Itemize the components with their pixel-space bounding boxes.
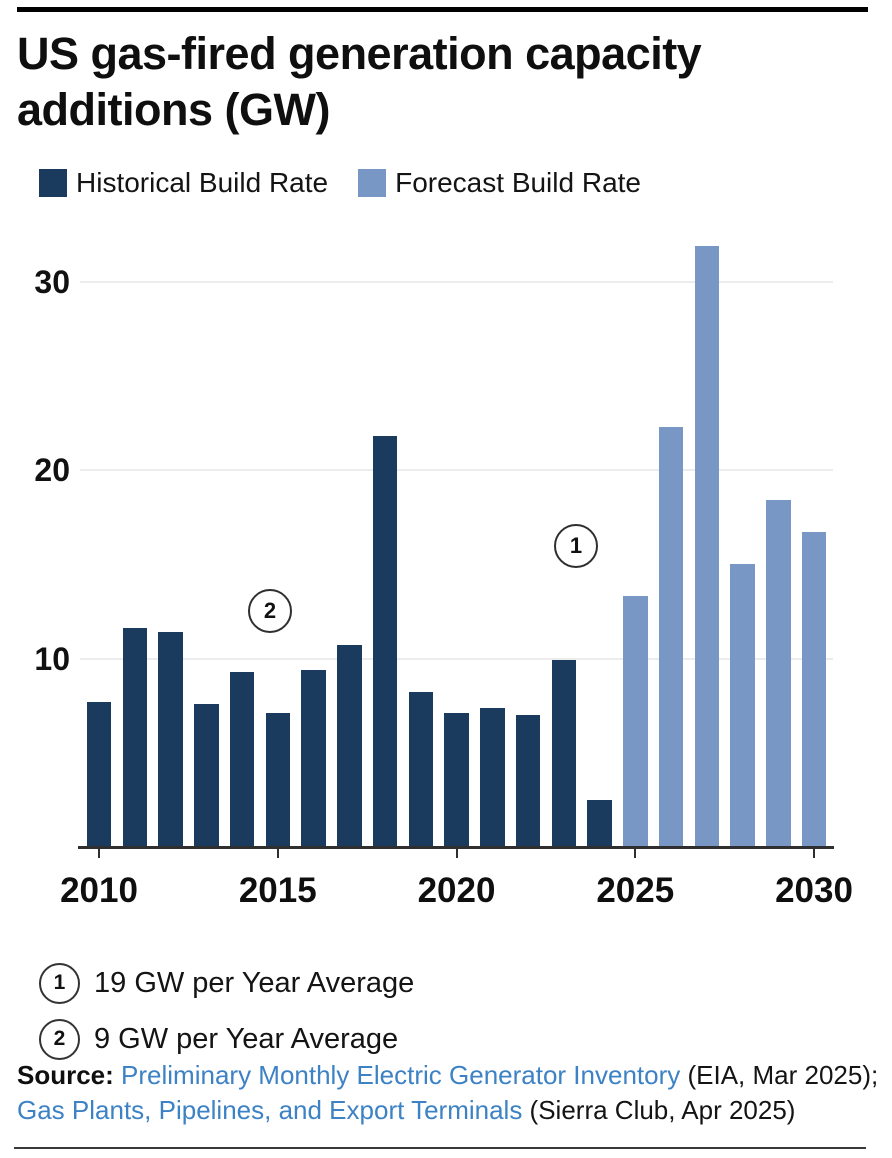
x-tick-2030 — [813, 849, 815, 858]
source-link-sierra-club[interactable]: Gas Plants, Pipelines, and Export Termin… — [17, 1095, 523, 1125]
bar-2012 — [158, 632, 183, 847]
chart-title-line2: additions (GW) — [17, 84, 330, 135]
footnote-1: 1 19 GW per Year Average — [39, 962, 414, 1004]
annotation-marker-1: 1 — [554, 524, 598, 568]
bar-2011 — [122, 628, 147, 847]
source-label: Source: — [17, 1060, 114, 1090]
bar-2018 — [372, 436, 398, 847]
y-axis-label-10: 10 — [34, 640, 70, 677]
gridline-20 — [80, 469, 833, 471]
bar-2017 — [337, 645, 362, 847]
y-axis-label-30: 30 — [34, 263, 70, 300]
x-tick-2010 — [98, 849, 100, 858]
plot-area — [80, 240, 833, 847]
bar-2024 — [587, 799, 612, 847]
x-tick-2025 — [634, 849, 637, 858]
historical-swatch-icon — [39, 169, 67, 197]
annotation-marker-2-number: 2 — [263, 598, 277, 623]
footnote-2-number: 2 — [53, 1027, 66, 1050]
chart-title-line1: US gas-fired generation capacity — [17, 28, 702, 79]
bar-2029 — [766, 500, 791, 847]
legend-item-forecast: Forecast Build Rate — [358, 167, 641, 199]
bar-2019 — [408, 692, 433, 847]
bar-2028 — [730, 564, 755, 847]
bar-2020 — [444, 713, 469, 847]
x-axis-label-2010: 2010 — [60, 871, 138, 910]
source-line: Source: Preliminary Monthly Electric Gen… — [17, 1058, 889, 1128]
gridline-10 — [80, 657, 833, 660]
source-mid-text: (EIA, Mar 2025); — [680, 1060, 879, 1090]
legend-item-historical: Historical Build Rate — [39, 167, 328, 199]
bar-2016 — [301, 669, 326, 847]
bar-2025 — [623, 596, 648, 847]
legend-label-historical: Historical Build Rate — [76, 167, 329, 198]
bar-2026 — [658, 426, 684, 847]
bar-2022 — [515, 715, 541, 847]
bar-2015 — [265, 713, 290, 847]
chart-title: US gas-fired generation capacity additio… — [17, 26, 837, 138]
source-link-eia[interactable]: Preliminary Monthly Electric Generator I… — [121, 1060, 681, 1090]
bar-chart: 1 2 10 20 30 2010 2015 2020 2025 2030 — [0, 240, 892, 912]
bar-2030 — [801, 532, 827, 847]
footnote-2: 2 9 GW per Year Average — [39, 1018, 398, 1060]
x-axis-label-2015: 2015 — [238, 871, 317, 910]
forecast-swatch-icon — [358, 169, 387, 197]
legend-label-forecast: Forecast Build Rate — [395, 167, 641, 198]
x-axis-label-2030: 2030 — [775, 871, 853, 910]
annotation-marker-2: 2 — [248, 589, 292, 633]
top-rule — [17, 7, 868, 12]
bar-2010 — [86, 701, 112, 847]
source-tail-text: (Sierra Club, Apr 2025) — [522, 1095, 796, 1125]
bar-2023 — [551, 660, 576, 847]
footnote-1-number: 1 — [53, 971, 66, 994]
bar-2013 — [194, 703, 219, 847]
footnote-2-marker: 2 — [39, 1018, 80, 1060]
x-axis-label-2020: 2020 — [417, 871, 496, 910]
bar-2021 — [480, 707, 505, 847]
bottom-rule — [14, 1147, 866, 1149]
x-axis-line — [78, 846, 834, 849]
x-axis-label-2025: 2025 — [596, 871, 675, 910]
x-tick-2015 — [276, 849, 279, 858]
bar-2027 — [694, 245, 719, 847]
legend: Historical Build Rate Forecast Build Rat… — [39, 167, 641, 199]
footnote-2-text: 9 GW per Year Average — [94, 1022, 399, 1055]
gridline-30 — [80, 280, 833, 283]
bar-2014 — [229, 671, 255, 847]
footnote-1-text: 19 GW per Year Average — [94, 966, 415, 999]
x-tick-2020 — [455, 849, 458, 858]
y-axis-label-20: 20 — [34, 452, 70, 488]
footnote-1-marker: 1 — [39, 962, 80, 1004]
source-plain — [114, 1060, 121, 1090]
annotation-marker-1-number: 1 — [569, 533, 583, 558]
